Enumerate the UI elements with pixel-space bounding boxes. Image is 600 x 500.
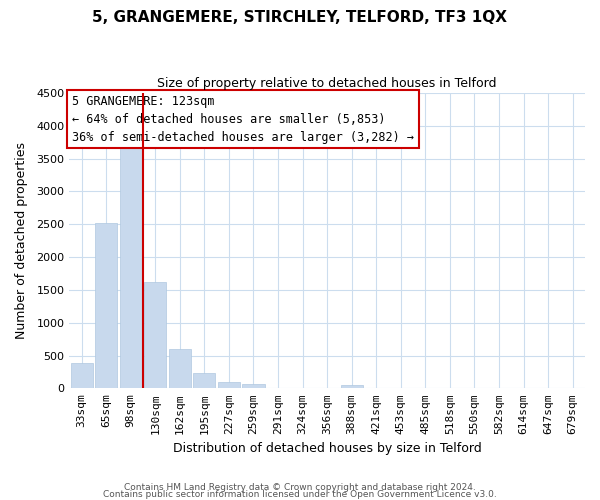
Bar: [341, 385, 363, 388]
Title: Size of property relative to detached houses in Telford: Size of property relative to detached ho…: [157, 78, 497, 90]
Bar: [119, 146, 142, 388]
X-axis label: Distribution of detached houses by size in Telford: Distribution of detached houses by size …: [173, 442, 482, 455]
Bar: [193, 372, 215, 388]
Text: 5, GRANGEMERE, STIRCHLEY, TELFORD, TF3 1QX: 5, GRANGEMERE, STIRCHLEY, TELFORD, TF3 1…: [92, 10, 508, 25]
Y-axis label: Number of detached properties: Number of detached properties: [15, 142, 28, 339]
Bar: [169, 349, 191, 389]
Text: Contains HM Land Registry data © Crown copyright and database right 2024.: Contains HM Land Registry data © Crown c…: [124, 484, 476, 492]
Bar: [144, 282, 166, 389]
Bar: [71, 362, 92, 388]
Bar: [218, 382, 240, 388]
Bar: [242, 384, 265, 388]
Text: 5 GRANGEMERE: 123sqm
← 64% of detached houses are smaller (5,853)
36% of semi-de: 5 GRANGEMERE: 123sqm ← 64% of detached h…: [72, 94, 414, 144]
Text: Contains public sector information licensed under the Open Government Licence v3: Contains public sector information licen…: [103, 490, 497, 499]
Bar: [95, 223, 117, 388]
